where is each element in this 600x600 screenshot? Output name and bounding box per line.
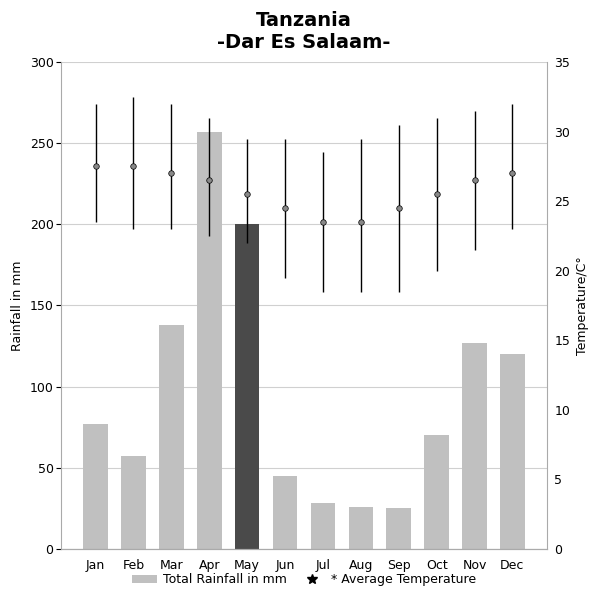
Bar	[462, 343, 487, 549]
Y-axis label: Rainfall in mm: Rainfall in mm	[11, 260, 24, 351]
Bar	[311, 503, 335, 549]
Bar	[386, 508, 411, 549]
Bar	[424, 436, 449, 549]
Legend: Total Rainfall in mm, * Average Temperature: Total Rainfall in mm, * Average Temperat…	[127, 568, 481, 592]
Bar	[349, 507, 373, 549]
Bar	[235, 224, 259, 549]
Title: Tanzania
-Dar Es Salaam-: Tanzania -Dar Es Salaam-	[217, 11, 391, 52]
Bar	[197, 132, 221, 549]
Bar	[121, 457, 146, 549]
Y-axis label: Temperature/C°: Temperature/C°	[576, 256, 589, 355]
Bar	[159, 325, 184, 549]
Bar	[500, 354, 525, 549]
Bar	[83, 424, 108, 549]
Bar	[273, 476, 298, 549]
